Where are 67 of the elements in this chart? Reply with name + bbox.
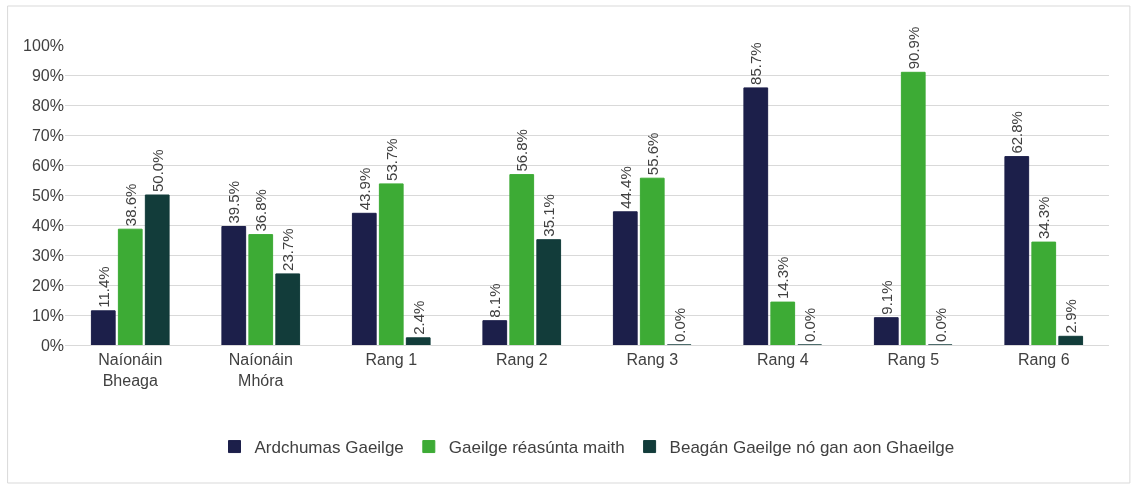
- y-tick-label: 10%: [31, 306, 64, 324]
- data-label: 90.9%: [904, 26, 922, 70]
- bar: [639, 177, 665, 345]
- x-tick-label: Rang 3: [626, 351, 679, 369]
- data-label: 53.7%: [382, 138, 400, 181]
- data-label: 2.4%: [409, 300, 427, 335]
- bar: [482, 320, 508, 345]
- y-tick-label: 40%: [31, 216, 64, 234]
- bar: [1058, 335, 1084, 345]
- x-tick-label: Rang 4: [756, 351, 809, 369]
- data-label: 55.6%: [643, 132, 661, 176]
- data-label: 0.0%: [670, 307, 688, 342]
- data-label: 39.5%: [225, 180, 243, 224]
- bar: [743, 87, 769, 345]
- data-label: 62.8%: [1008, 111, 1026, 154]
- x-tick-label: Rang 2: [495, 351, 548, 369]
- bar: [90, 310, 116, 345]
- y-tick-label: 50%: [31, 186, 64, 204]
- bar: [351, 212, 377, 345]
- y-tick-label: 90%: [31, 66, 64, 84]
- data-label: 56.8%: [513, 129, 531, 172]
- bar: [1004, 156, 1030, 345]
- x-tick-label: Naíonáin Bheaga: [98, 351, 163, 389]
- bar: [378, 183, 404, 345]
- y-tick-label: 80%: [31, 96, 64, 114]
- bar: [405, 337, 431, 345]
- bar: [770, 301, 796, 345]
- bar: [117, 228, 143, 345]
- data-label: 43.9%: [355, 167, 373, 211]
- data-label: 23.7%: [279, 228, 297, 271]
- y-tick-label: 30%: [31, 246, 64, 264]
- x-tick-label: Rang 1: [365, 351, 418, 369]
- data-label: 9.1%: [877, 280, 895, 315]
- data-label: 8.1%: [486, 283, 504, 318]
- y-tick-label: 100%: [23, 36, 64, 54]
- data-label: 0.0%: [801, 307, 819, 342]
- bar: [144, 194, 170, 345]
- bar: [536, 239, 562, 345]
- data-label: 50.0%: [148, 149, 166, 192]
- data-label: 35.1%: [540, 194, 558, 237]
- bar: [221, 226, 247, 345]
- y-tick-label: 70%: [31, 126, 64, 144]
- data-label: 38.6%: [121, 183, 139, 227]
- bar: [509, 174, 535, 345]
- bar: [900, 71, 926, 345]
- bar: [873, 317, 899, 345]
- x-tick-label: Naíonáin Mhóra: [228, 351, 293, 389]
- legend-label: Beagán Gaeilge nó gan aon Ghaeilge: [669, 438, 955, 458]
- data-label: 44.4%: [616, 166, 634, 209]
- y-tick-label: 0%: [40, 336, 64, 354]
- bar: [248, 234, 274, 345]
- bar: [1031, 241, 1057, 345]
- data-label: 36.8%: [252, 189, 270, 232]
- legend-label: Gaeilge réasúnta maith: [448, 438, 625, 458]
- bar: [612, 211, 638, 345]
- x-tick-label: Rang 6: [1017, 351, 1070, 369]
- data-label: 2.9%: [1062, 299, 1080, 334]
- data-label: 85.7%: [747, 42, 765, 85]
- data-label: 34.3%: [1035, 196, 1053, 240]
- legend-label: Ardchumas Gaeilge: [254, 438, 404, 458]
- y-tick-label: 60%: [31, 156, 64, 174]
- data-label: 14.3%: [774, 256, 792, 300]
- bar: [275, 273, 301, 345]
- x-tick-label: Rang 5: [887, 351, 940, 369]
- data-label: 11.4%: [94, 266, 112, 308]
- data-label: 0.0%: [931, 307, 949, 342]
- y-tick-label: 20%: [31, 276, 64, 294]
